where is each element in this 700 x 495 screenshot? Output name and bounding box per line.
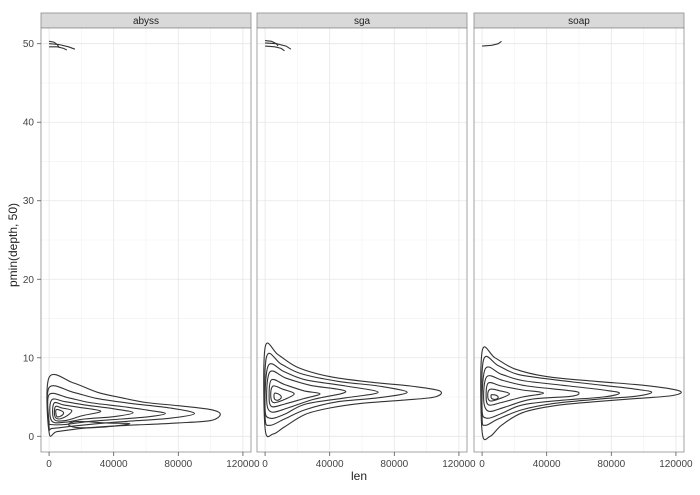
x-tick-label: 40000: [100, 459, 128, 470]
contour-line-top: [49, 40, 60, 48]
contour-line: [480, 346, 682, 441]
contour-line: [55, 408, 65, 418]
contour-line: [263, 342, 442, 438]
contour-line: [481, 366, 620, 419]
facet-panel-sga: sga 0 40000 80000 120000: [256, 12, 476, 470]
x-tick-label: 120000: [659, 459, 693, 470]
y-tick-label: 40: [23, 118, 35, 129]
contour-line-top: [49, 46, 68, 51]
contour-line: [490, 394, 499, 400]
contour-line: [52, 401, 102, 422]
x-tick-label: 80000: [380, 459, 408, 470]
y-tick-label: 0: [28, 432, 34, 443]
facet-strip-label: soap: [568, 16, 590, 27]
facet-strip-label: sga: [354, 16, 371, 27]
contour-line: [268, 378, 321, 408]
x-tick-label: 0: [46, 459, 52, 470]
x-tick-label: 120000: [226, 459, 260, 470]
x-tick-label: 120000: [442, 459, 476, 470]
panel-border: [256, 27, 468, 453]
y-tick-label: 20: [23, 275, 35, 286]
contour-line-top: [265, 45, 285, 52]
x-tick-label: 40000: [316, 459, 344, 470]
x-tick-label: 0: [479, 459, 485, 470]
contour-line: [46, 385, 196, 431]
contour-line: [273, 392, 282, 401]
contour-line: [49, 398, 134, 424]
contour-line-top: [482, 40, 502, 47]
contour-line: [53, 405, 73, 420]
contour-line: [47, 392, 166, 426]
facet-strip-label: abyss: [133, 16, 159, 27]
contour-line: [264, 352, 408, 426]
contour-line-top: [49, 43, 76, 50]
y-tick-label: 10: [23, 353, 35, 364]
x-tick-label: 40000: [533, 459, 561, 470]
y-tick-label: 30: [23, 196, 35, 207]
contour-line: [266, 370, 347, 413]
panel-border: [473, 27, 685, 453]
contour-line: [264, 363, 379, 419]
x-tick-label: 80000: [597, 459, 625, 470]
contour-line: [67, 420, 131, 429]
facet-panel-soap: soap 0 40000 80000 120000: [473, 12, 693, 470]
y-tick-label: 50: [23, 39, 35, 50]
contour-line: [270, 385, 295, 404]
y-axis-label: pmin(depth, 50): [6, 203, 20, 287]
contour-line: [485, 381, 545, 406]
x-tick-label: 0: [262, 459, 268, 470]
contour-line: [46, 373, 221, 437]
contour-line-top: [265, 42, 292, 50]
x-axis-label: len: [351, 469, 367, 483]
contour-line: [483, 375, 580, 412]
contour-line-top: [265, 40, 279, 47]
contour-line: [487, 388, 511, 402]
facet-panel-abyss: abyss 0 40000 80000 120000 0 10 20 30 40 50: [23, 12, 260, 470]
x-tick-label: 80000: [164, 459, 192, 470]
contour-line: [481, 355, 653, 426]
panel-border: [40, 27, 252, 453]
